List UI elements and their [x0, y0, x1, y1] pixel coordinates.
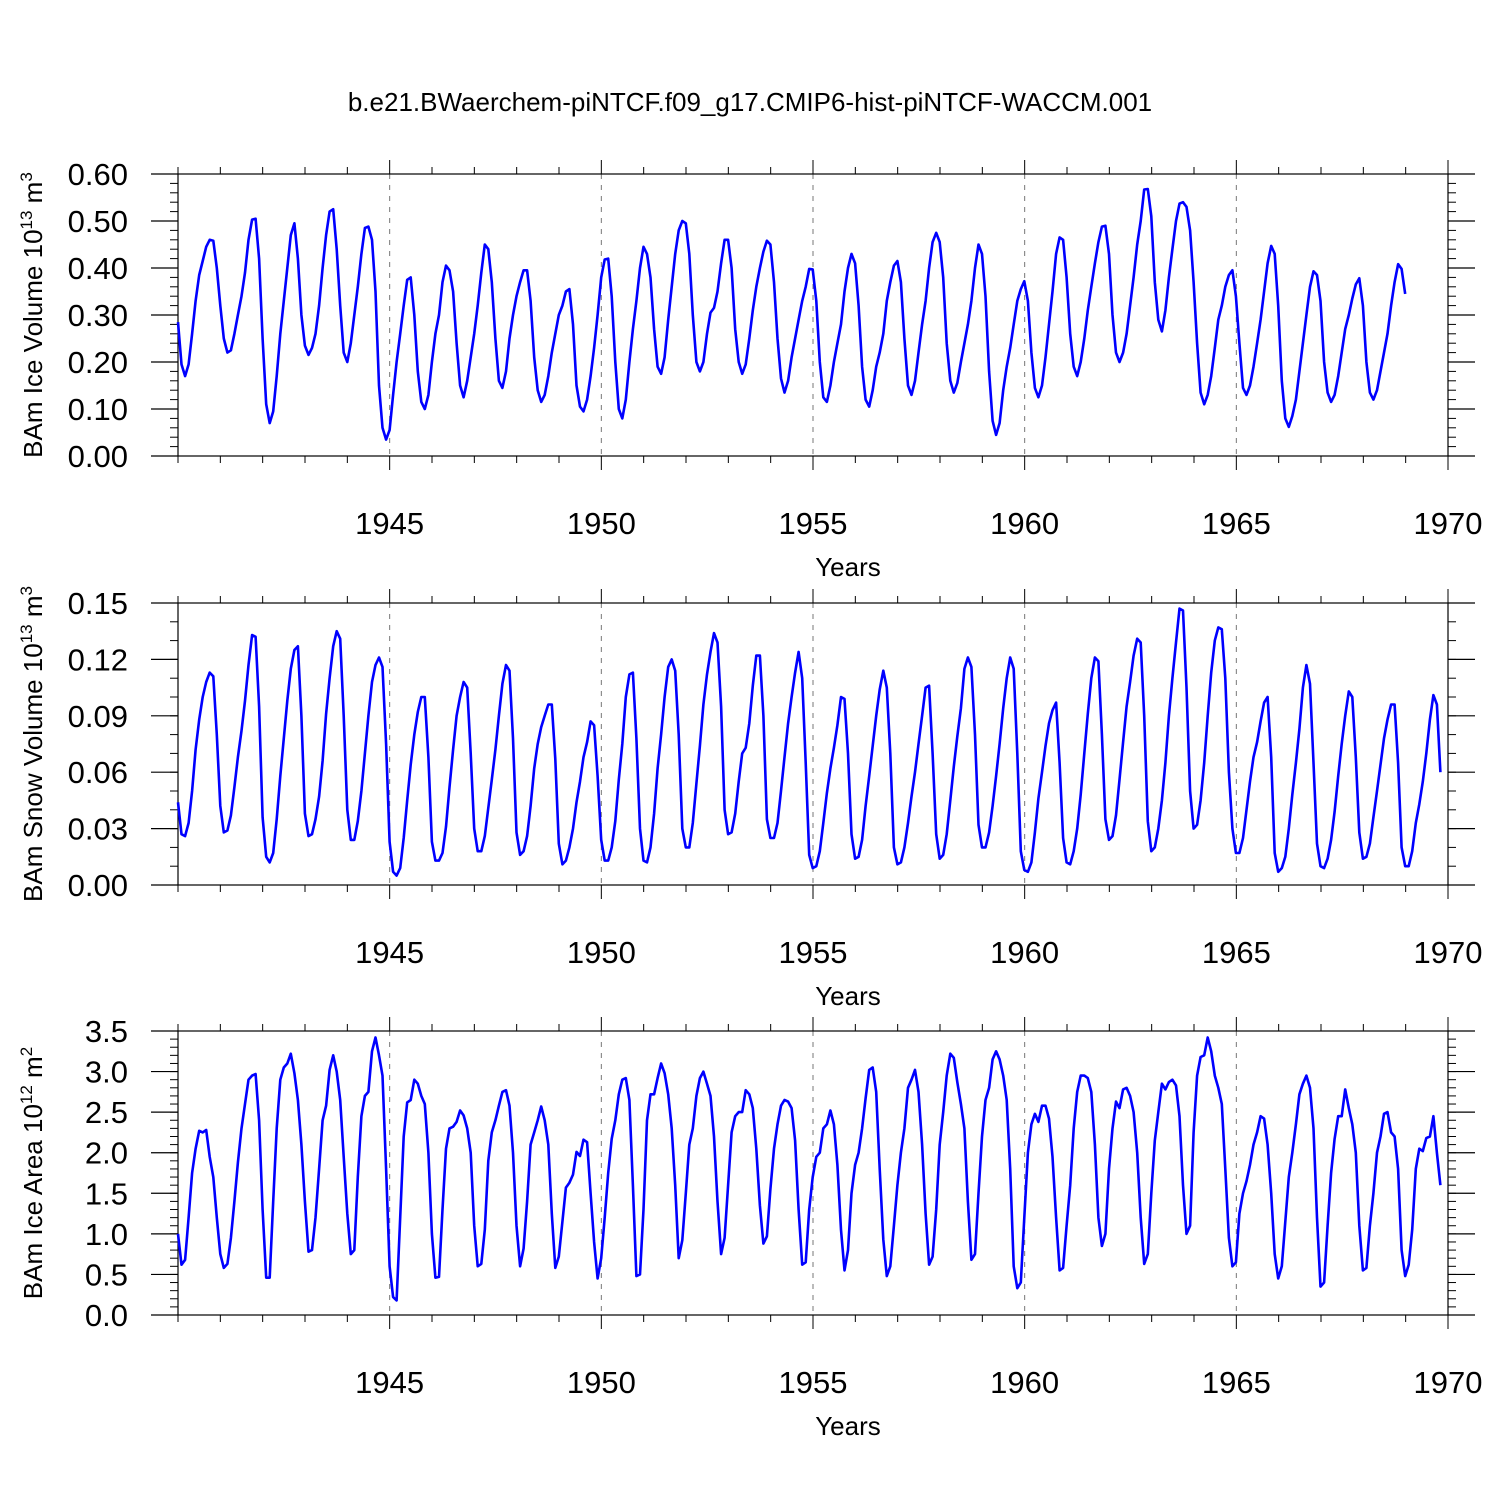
x-tick-label: 1970 — [1414, 506, 1483, 541]
figure-title: b.e21.BWaerchem-piNTCF.f09_g17.CMIP6-his… — [348, 87, 1152, 117]
x-tick-label: 1945 — [355, 1365, 424, 1400]
y-tick-label: 3.5 — [85, 1014, 128, 1049]
x-tick-label: 1970 — [1414, 935, 1483, 970]
y-tick-label: 0.09 — [68, 699, 128, 734]
x-tick-label: 1955 — [779, 1365, 848, 1400]
y-tick-label: 0.00 — [68, 439, 128, 474]
y-tick-label: 0.20 — [68, 345, 128, 380]
series-line — [176, 1036, 1442, 1302]
y-axis-title-part: BAm Ice Area 10 — [18, 1104, 48, 1299]
y-tick-label: 0.5 — [85, 1257, 128, 1292]
x-tick-label: 1965 — [1202, 506, 1271, 541]
y-tick-label: 1.0 — [85, 1217, 128, 1252]
y-axis-title-part: m — [18, 595, 48, 624]
y-axis-title: BAm Ice Volume 1013 m3 — [17, 172, 48, 458]
x-tick-label: 1955 — [779, 935, 848, 970]
y-axis-title-part: 3 — [17, 172, 36, 181]
x-tick-label: 1960 — [990, 506, 1059, 541]
y-axis-title-part: 3 — [17, 586, 36, 595]
x-tick-label: 1960 — [990, 1365, 1059, 1400]
y-axis-title-part: m — [18, 182, 48, 211]
y-axis-title: BAm Ice Area 1012 m2 — [17, 1047, 48, 1299]
x-axis-title: Years — [815, 552, 881, 582]
y-tick-label: 3.0 — [85, 1055, 128, 1090]
panel-1: 1945 1950 1955 1960 1965 1970 0.00 0.10 0.20 0.30… — [17, 157, 1482, 582]
series-line — [176, 607, 1442, 877]
y-axis-title-part: 2 — [17, 1047, 36, 1056]
x-axis-title: Years — [815, 1411, 881, 1441]
y-axis-title-part: 13 — [17, 211, 36, 230]
x-tick-label: 1965 — [1202, 935, 1271, 970]
y-tick-label: 0.00 — [68, 868, 128, 903]
y-axis-title-part: 13 — [17, 624, 36, 643]
x-tick-label: 1950 — [567, 506, 636, 541]
x-tick-label: 1950 — [567, 935, 636, 970]
panel-3: 1945 1950 1955 1960 1965 1970 0.0 0.5 1.0 1.5 2.0 2… — [17, 1014, 1482, 1441]
series-line — [176, 187, 1407, 441]
y-tick-label: 0.40 — [68, 251, 128, 286]
y-tick-label: 0.30 — [68, 298, 128, 333]
y-tick-label: 0.15 — [68, 586, 128, 621]
y-tick-label: 0.06 — [68, 755, 128, 790]
y-axis-title: BAm Snow Volume 1013 m3 — [17, 586, 48, 902]
y-tick-label: 2.0 — [85, 1136, 128, 1171]
x-tick-label: 1965 — [1202, 1365, 1271, 1400]
x-tick-label: 1950 — [567, 1365, 636, 1400]
x-tick-label: 1955 — [779, 506, 848, 541]
y-axis-title-part: BAm Snow Volume 10 — [18, 643, 48, 902]
x-tick-label: 1945 — [355, 935, 424, 970]
y-tick-label: 1.5 — [85, 1176, 128, 1211]
x-tick-label: 1970 — [1414, 1365, 1483, 1400]
x-tick-label: 1945 — [355, 506, 424, 541]
y-tick-label: 0.03 — [68, 812, 128, 847]
y-axis-title-part: 12 — [17, 1085, 36, 1104]
y-tick-label: 0.0 — [85, 1298, 128, 1333]
y-tick-label: 2.5 — [85, 1095, 128, 1130]
x-tick-label: 1960 — [990, 935, 1059, 970]
y-tick-label: 0.10 — [68, 392, 128, 427]
y-axis-title-part: m — [18, 1056, 48, 1085]
panel-2: 1945 1950 1955 1960 1965 1970 0.00 0.03 0.06 0.09… — [17, 586, 1482, 1011]
y-tick-label: 0.12 — [68, 642, 128, 677]
panels: 1945 1950 1955 1960 1965 1970 0.00 0.10 0.20 0.30… — [17, 157, 1482, 1441]
y-tick-label: 0.60 — [68, 157, 128, 192]
x-axis-title: Years — [815, 981, 881, 1011]
y-tick-label: 0.50 — [68, 204, 128, 239]
y-axis-title-part: BAm Ice Volume 10 — [18, 229, 48, 457]
plot-frame — [177, 173, 1449, 457]
